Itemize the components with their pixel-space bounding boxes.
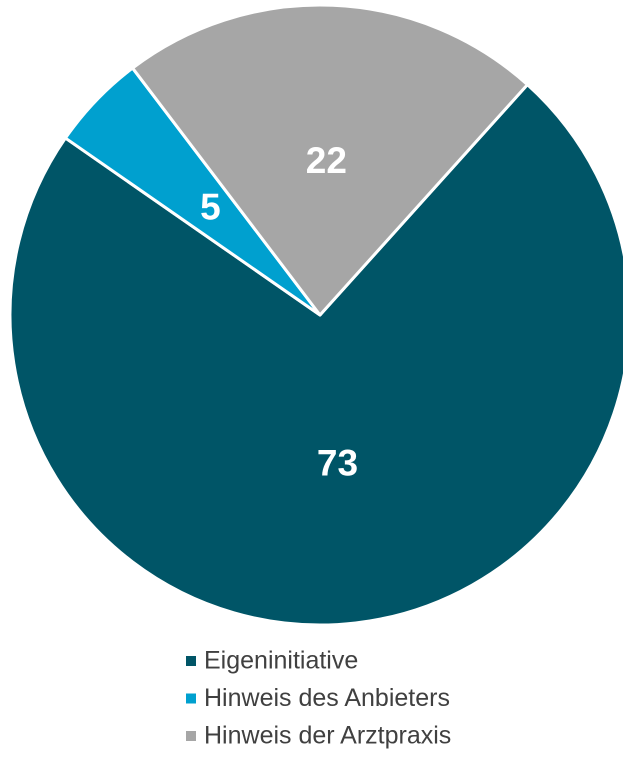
pie-slice bbox=[8, 83, 623, 627]
value-label: 73 bbox=[317, 443, 358, 484]
legend-text: Eigeninitiative bbox=[204, 647, 358, 675]
value-label: 5 bbox=[200, 187, 221, 228]
legend-text: Hinweis der Arztpraxis bbox=[204, 722, 451, 750]
legend-swatch bbox=[186, 693, 196, 704]
legend-swatch bbox=[186, 656, 196, 666]
legend-text: Hinweis des Anbieters bbox=[204, 684, 450, 712]
value-label: 22 bbox=[306, 140, 347, 181]
pie-slice bbox=[131, 3, 529, 317]
legend-swatch bbox=[186, 731, 196, 741]
